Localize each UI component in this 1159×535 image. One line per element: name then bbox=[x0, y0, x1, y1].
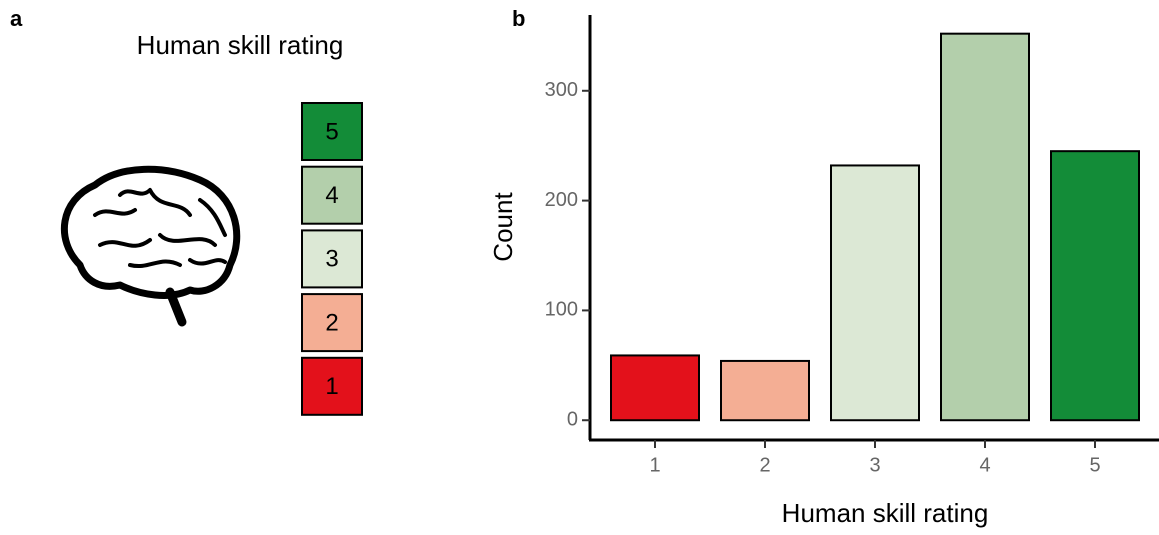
brain-icon bbox=[64, 169, 236, 322]
x-tick-label: 1 bbox=[649, 454, 660, 476]
rating-label: 1 bbox=[325, 373, 338, 400]
rating-label: 5 bbox=[325, 118, 338, 145]
panel-label: a bbox=[10, 6, 23, 31]
bar bbox=[1051, 151, 1139, 420]
y-tick-label: 100 bbox=[545, 299, 578, 321]
bar bbox=[611, 355, 699, 420]
rating-label: 2 bbox=[325, 309, 338, 336]
page: a b Human skill rating Human skill ratin… bbox=[0, 0, 1159, 535]
panel-title: Human skill rating bbox=[137, 30, 344, 60]
y-tick-label: 300 bbox=[545, 79, 578, 101]
bar bbox=[941, 34, 1029, 421]
figure: a b Human skill rating Human skill ratin… bbox=[0, 0, 1159, 535]
y-tick-label: 0 bbox=[567, 409, 578, 431]
x-tick-label: 2 bbox=[759, 454, 770, 476]
y-axis-label: Count bbox=[488, 192, 518, 262]
y-tick-label: 200 bbox=[545, 189, 578, 211]
x-axis-label: Human skill rating bbox=[782, 498, 989, 528]
bar bbox=[831, 165, 919, 420]
x-tick-label: 4 bbox=[979, 454, 990, 476]
x-tick-label: 3 bbox=[869, 454, 880, 476]
bar bbox=[721, 361, 809, 420]
rating-label: 4 bbox=[325, 182, 338, 209]
rating-label: 3 bbox=[325, 246, 338, 273]
panel-label: b bbox=[512, 6, 525, 31]
x-tick-label: 5 bbox=[1089, 454, 1100, 476]
